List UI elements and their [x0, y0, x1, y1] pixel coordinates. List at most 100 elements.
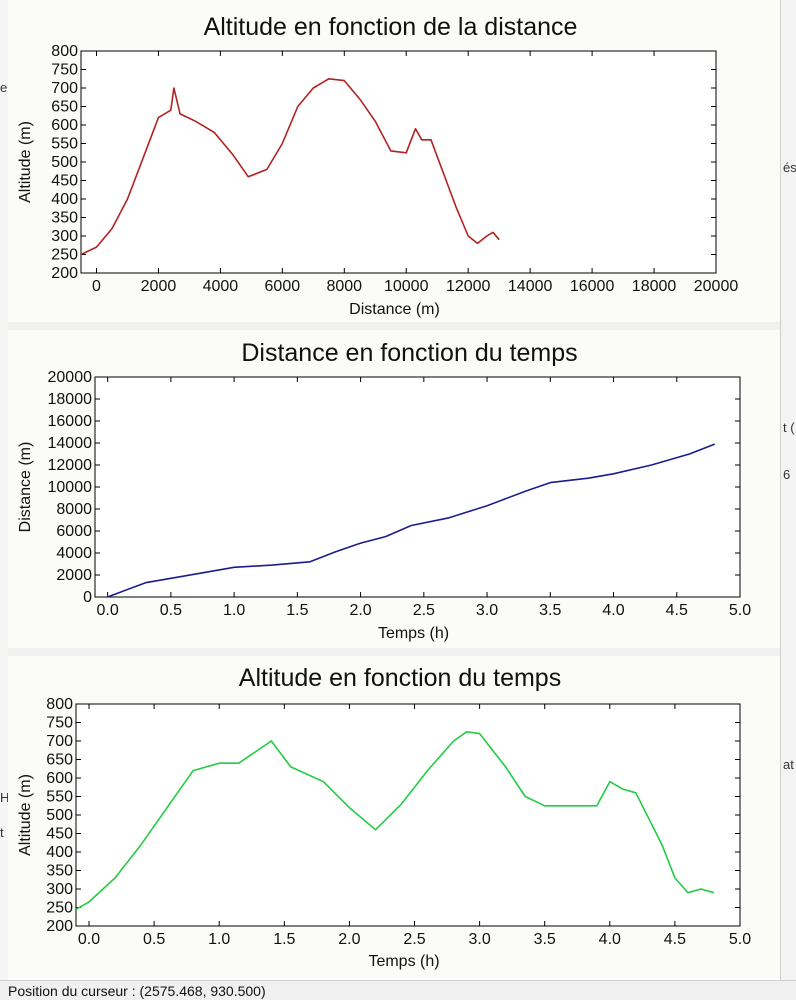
y-tick-label: 750 [51, 62, 78, 79]
plot-area [80, 50, 717, 274]
y-tick-label: 6000 [56, 523, 92, 540]
y-tick-label: 600 [46, 770, 73, 787]
y-tick-label: 250 [51, 247, 78, 264]
chart-panel-altitude-distance: Altitude en fonction de la distance 200 25… [8, 0, 780, 322]
plot-area [94, 376, 741, 598]
y-tick-label: 350 [51, 210, 78, 227]
x-tick-label: 5.0 [729, 602, 751, 619]
y-tick-label: 400 [51, 191, 78, 208]
y-tick-label: 800 [46, 696, 73, 713]
y-tick-label: 550 [51, 136, 78, 153]
x-tick-label: 3.5 [534, 931, 556, 948]
x-tick-label: 1.0 [208, 931, 230, 948]
y-tick-label: 20000 [48, 369, 93, 386]
background-window-right-edge [780, 0, 796, 1000]
x-tick-label: 0.5 [160, 602, 182, 619]
x-tick-label: 18000 [632, 278, 677, 295]
y-tick-label: 800 [51, 43, 78, 60]
x-tick-label: 10000 [384, 278, 429, 295]
y-tick-label: 14000 [48, 435, 93, 452]
y-tick-label: 200 [51, 265, 78, 282]
x-tick-label: 1.5 [286, 602, 308, 619]
series-line [107, 443, 715, 598]
series-line [80, 78, 500, 256]
edge-text-fragment: t [0, 825, 4, 840]
background-window-left-edge [0, 0, 8, 1000]
edge-text-fragment: 6 [783, 467, 791, 482]
x-tick-label: 4.0 [602, 602, 624, 619]
x-tick-label: 2.5 [413, 602, 435, 619]
altitude-distance-chart[interactable]: Altitude en fonction de la distance 20025… [8, 0, 780, 322]
y-tick-label: 450 [46, 826, 73, 843]
y-axis-label: Distance (m) [17, 442, 34, 533]
x-tick-label: 8000 [326, 278, 362, 295]
y-tick-label: 4000 [56, 545, 92, 562]
y-tick-label: 0 [83, 589, 92, 606]
plot-area [75, 703, 741, 927]
x-tick-label: 4.5 [666, 602, 688, 619]
x-tick-label: 16000 [570, 278, 615, 295]
y-tick-label: 250 [46, 900, 73, 917]
x-tick-label: 4.0 [599, 931, 621, 948]
x-tick-label: 0 [92, 278, 101, 295]
y-tick-label: 700 [51, 80, 78, 97]
edge-text-fragment: H [0, 790, 10, 805]
y-tick-label: 350 [46, 863, 73, 880]
x-tick-label: 0.0 [97, 602, 119, 619]
y-tick-label: 500 [51, 154, 78, 171]
y-tick-label: 400 [46, 844, 73, 861]
x-tick-label: 2.5 [403, 931, 425, 948]
y-tick-label: 300 [51, 228, 78, 245]
chart-panel-altitude-time: Altitude en fonction du temps 200 250 300 35… [8, 656, 780, 978]
x-axis-label: Temps (h) [368, 953, 439, 970]
y-tick-label: 10000 [48, 479, 93, 496]
edge-text-fragment: e [0, 80, 8, 95]
edge-text-fragment: és [783, 160, 796, 175]
y-tick-label: 750 [46, 715, 73, 732]
chart-title: Distance en fonction du temps [241, 339, 577, 367]
y-tick-label: 300 [46, 881, 73, 898]
x-tick-label: 2.0 [338, 931, 360, 948]
x-tick-label: 0.0 [78, 931, 100, 948]
x-tick-label: 3.0 [476, 602, 498, 619]
y-tick-label: 2000 [56, 567, 92, 584]
x-tick-label: 3.5 [539, 602, 561, 619]
x-tick-label: 5.0 [729, 931, 751, 948]
x-tick-label: 0.5 [143, 931, 165, 948]
y-tick-label: 650 [46, 752, 73, 769]
x-tick-label: 4000 [203, 278, 239, 295]
x-tick-label: 12000 [446, 278, 491, 295]
x-tick-label: 1.0 [223, 602, 245, 619]
y-tick-label: 700 [46, 733, 73, 750]
panel-separator [8, 648, 780, 656]
distance-time-chart[interactable]: Distance en fonction du temps 0 2000 4000 60… [8, 330, 780, 648]
y-tick-label: 550 [46, 789, 73, 806]
x-axis-label: Distance (m) [349, 301, 440, 318]
x-tick-label: 6000 [265, 278, 301, 295]
y-tick-label: 600 [51, 117, 78, 134]
y-tick-label: 12000 [48, 457, 93, 474]
panel-separator [8, 322, 780, 330]
y-tick-label: 8000 [56, 501, 92, 518]
y-tick-label: 16000 [48, 413, 93, 430]
x-tick-label: 3.0 [468, 931, 490, 948]
y-tick-label: 200 [46, 918, 73, 935]
x-tick-label: 1.5 [273, 931, 295, 948]
y-tick-label: 18000 [48, 391, 93, 408]
status-bar-cursor-position: Position du curseur : (2575.468, 930.500… [0, 980, 796, 1000]
x-tick-label: 2000 [141, 278, 177, 295]
y-tick-label: 650 [51, 99, 78, 116]
x-tick-label: 2.0 [349, 602, 371, 619]
y-axis-label: Altitude (m) [17, 774, 34, 856]
x-tick-label: 20000 [694, 278, 739, 295]
chart-title: Altitude en fonction de la distance [204, 13, 578, 41]
x-tick-label: 14000 [508, 278, 553, 295]
y-tick-label: 500 [46, 807, 73, 824]
y-tick-label: 450 [51, 173, 78, 190]
x-tick-label: 4.5 [664, 931, 686, 948]
series-line [75, 731, 715, 910]
y-axis-label: Altitude (m) [17, 121, 34, 203]
chart-panel-distance-time: Distance en fonction du temps 0 2000 4000 60… [8, 330, 780, 648]
edge-text-fragment: at [783, 757, 794, 772]
